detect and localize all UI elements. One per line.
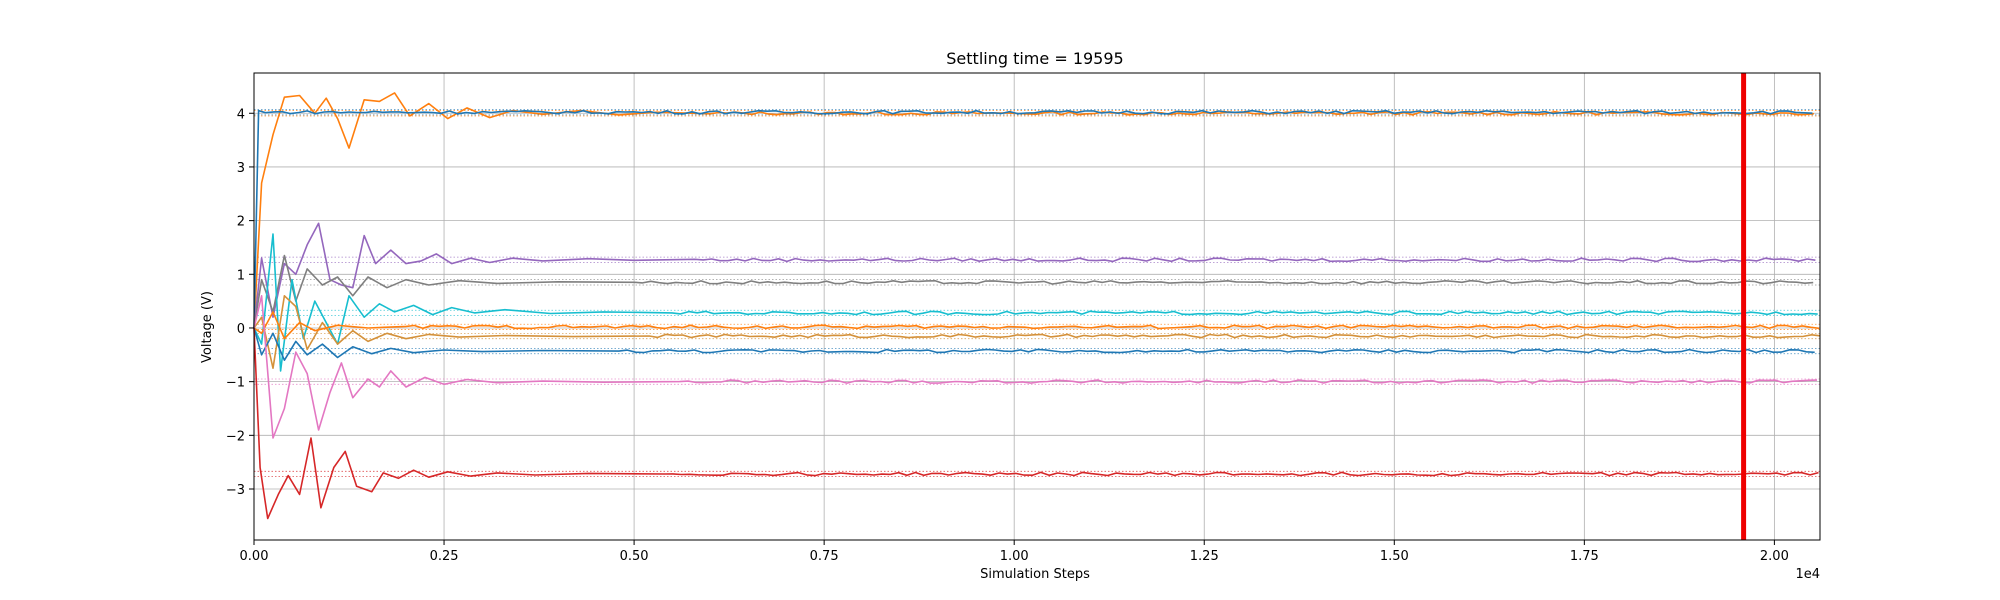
series-line	[253, 222, 1816, 329]
y-tick-label: −2	[226, 429, 245, 444]
series-line	[253, 295, 1821, 369]
y-tick-label: 4	[237, 107, 245, 122]
x-tick-label: 0.50	[620, 549, 649, 564]
x-tick-label: 1.25	[1190, 549, 1219, 564]
x-tick-label: 1.75	[1570, 549, 1599, 564]
x-tick-label: 0.75	[810, 549, 839, 564]
series-line	[253, 92, 1814, 329]
series-lines	[253, 92, 1821, 520]
y-tick-label: −1	[226, 376, 245, 391]
tolerance-bands	[254, 109, 1820, 478]
series-line	[253, 109, 1813, 329]
y-tick-label: −3	[226, 483, 245, 498]
x-tick-label: 1.00	[1000, 549, 1029, 564]
grid-lines	[253, 73, 1820, 540]
x-tick-label: 0.25	[430, 549, 459, 564]
y-axis-label: Voltage (V)	[200, 291, 215, 363]
chart-title: Settling time = 19595	[946, 49, 1123, 68]
series-line	[253, 311, 1820, 340]
y-tick-label: 3	[237, 161, 245, 176]
series-line	[253, 233, 1818, 372]
plot-frame	[253, 72, 1821, 541]
x-axis-offset-label: 1e4	[1795, 567, 1820, 582]
series-line	[253, 327, 1819, 520]
series-line	[253, 327, 1815, 361]
axis-ticks: 0.00 0.25 0.50 0.75 1.00 1.25 1.50 1.75 2.00 −3 −2…	[226, 107, 1789, 564]
x-tick-label: 0.00	[240, 549, 269, 564]
x-axis-label: Simulation Steps	[980, 567, 1090, 582]
y-tick-label: 2	[237, 215, 245, 230]
y-tick-label: 1	[237, 268, 245, 283]
y-tick-label: 0	[237, 322, 245, 337]
x-tick-label: 2.00	[1760, 549, 1789, 564]
series-line	[253, 254, 1814, 329]
x-tick-label: 1.50	[1380, 549, 1409, 564]
series-line	[253, 295, 1818, 439]
